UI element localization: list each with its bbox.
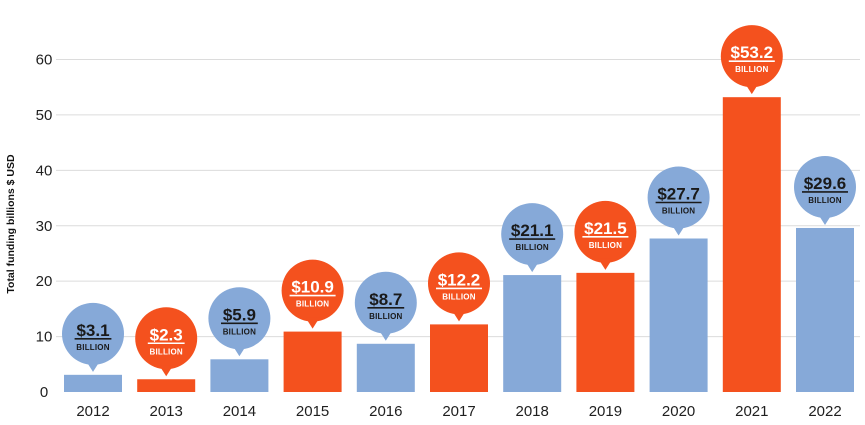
data-labels: $3.1 BILLION $2.3 BILLION $5.9 BILLION $10.9 BI… [62, 25, 856, 377]
bar-2022 [796, 227, 854, 392]
x-tick-label-2012: 2012 [76, 403, 109, 420]
bar-2014 [210, 359, 269, 392]
data-label-pointer-2017 [452, 310, 466, 322]
data-label-unit-2019: BILLION [589, 241, 622, 250]
bars [64, 97, 854, 392]
bar-2021 [722, 97, 781, 392]
data-label-2020: $27.7 BILLION [647, 166, 710, 236]
y-tick-label-30: 30 [36, 218, 53, 235]
data-label-pointer-2013 [159, 365, 174, 377]
data-label-bubble-2016 [354, 271, 417, 334]
data-label-pointer-2016 [378, 329, 393, 341]
data-label-bubble-2013 [135, 307, 198, 370]
data-label-bubble-2021 [720, 25, 783, 88]
data-label-value-2022: $29.6 [804, 174, 847, 193]
x-tick-label-2013: 2013 [150, 403, 183, 420]
data-label-pointer-2020 [671, 224, 686, 236]
x-tick-label-2016: 2016 [369, 403, 402, 420]
x-tick-label-2014: 2014 [223, 403, 256, 420]
bar-2020 [649, 238, 708, 392]
data-label-pointer-2014 [232, 345, 247, 357]
data-label-unit-2021: BILLION [735, 65, 768, 74]
data-label-pointer-2022 [818, 213, 832, 225]
data-label-2013: $2.3 BILLION [135, 307, 198, 377]
data-label-unit-2016: BILLION [369, 312, 402, 321]
data-label-value-2014: $5.9 [223, 305, 256, 324]
data-label-unit-2020: BILLION [662, 206, 695, 215]
bar-2013 [137, 379, 196, 392]
data-label-value-2021: $53.2 [731, 43, 774, 62]
x-tick-label-2019: 2019 [589, 403, 622, 420]
data-label-bubble-2012 [62, 302, 124, 365]
y-tick-label-40: 40 [36, 162, 53, 179]
data-label-bubble-2020 [647, 166, 710, 229]
data-label-pointer-2019 [598, 258, 613, 270]
data-label-value-2013: $2.3 [150, 325, 183, 344]
x-axis-ticks: 2012 2013 2014 2015 2016 2017 2018 2019 2020 2021… [76, 403, 841, 420]
bar-2015 [283, 331, 342, 392]
data-label-unit-2017: BILLION [442, 292, 475, 301]
data-label-bubble-2022 [794, 155, 856, 218]
y-axis-title: Total funding billions $ USD [5, 154, 17, 294]
data-label-bubble-2019 [574, 200, 637, 263]
data-label-value-2017: $12.2 [438, 270, 481, 289]
data-label-bubble-2015 [281, 259, 344, 322]
data-label-2019: $21.5 BILLION [574, 200, 637, 270]
data-label-2017: $12.2 BILLION [428, 252, 490, 322]
data-label-pointer-2021 [744, 83, 759, 95]
x-tick-label-2022: 2022 [808, 403, 841, 420]
data-label-bubble-2017 [428, 252, 490, 315]
bar-2017 [430, 324, 488, 392]
data-label-bubble-2014 [208, 287, 271, 350]
x-tick-label-2018: 2018 [516, 403, 549, 420]
data-label-2018: $21.1 BILLION [501, 203, 564, 273]
data-label-unit-2012: BILLION [76, 343, 109, 352]
data-label-unit-2014: BILLION [223, 327, 256, 336]
y-tick-label-10: 10 [36, 329, 53, 346]
data-label-value-2015: $10.9 [291, 278, 334, 297]
data-label-pointer-2015 [305, 317, 320, 329]
y-tick-label-60: 60 [36, 52, 53, 69]
data-label-bubble-2018 [501, 203, 564, 266]
data-label-value-2016: $8.7 [369, 290, 402, 309]
x-tick-label-2017: 2017 [442, 403, 475, 420]
data-label-2016: $8.7 BILLION [354, 271, 417, 341]
data-label-unit-2018: BILLION [515, 243, 548, 252]
data-label-unit-2022: BILLION [808, 196, 841, 205]
data-label-value-2020: $27.7 [657, 184, 700, 203]
bar-2016 [356, 343, 415, 392]
data-label-2014: $5.9 BILLION [208, 287, 271, 357]
x-tick-label-2015: 2015 [296, 403, 329, 420]
data-label-pointer-2012 [86, 360, 100, 372]
data-label-value-2019: $21.5 [584, 219, 627, 238]
y-tick-label-20: 20 [36, 273, 53, 290]
data-label-2015: $10.9 BILLION [281, 259, 344, 329]
y-axis-ticks: 0 10 20 30 40 50 60 [36, 52, 53, 402]
data-label-value-2018: $21.1 [511, 221, 554, 240]
data-label-2022: $29.6 BILLION [794, 155, 856, 225]
data-label-unit-2013: BILLION [149, 347, 182, 356]
bar-2018 [503, 275, 562, 392]
data-label-pointer-2018 [525, 261, 540, 273]
data-label-2012: $3.1 BILLION [62, 302, 124, 372]
x-tick-label-2021: 2021 [735, 403, 768, 420]
y-tick-label-0: 0 [40, 384, 48, 401]
bar-2019 [576, 272, 635, 392]
bar-2012 [64, 374, 122, 392]
y-tick-label-50: 50 [36, 107, 53, 124]
data-label-2021: $53.2 BILLION [720, 25, 783, 95]
x-tick-label-2020: 2020 [662, 403, 695, 420]
data-label-unit-2015: BILLION [296, 300, 329, 309]
data-label-value-2012: $3.1 [76, 321, 109, 340]
